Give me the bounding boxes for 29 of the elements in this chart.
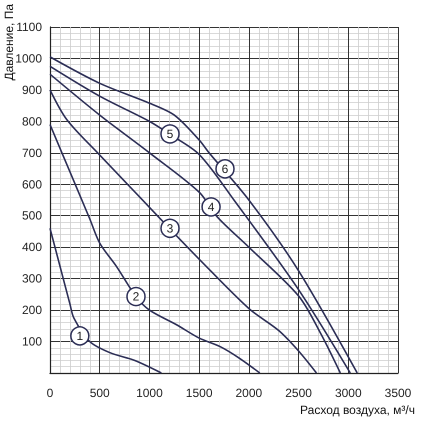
x-tick-label: 0 (46, 386, 54, 400)
y-tick-label: 300 (22, 272, 42, 286)
y-tick-label: 500 (22, 208, 42, 223)
x-tick-label: 1500 (186, 386, 213, 400)
x-tick-label: 2500 (285, 386, 312, 400)
annotation: 6 (222, 162, 229, 176)
x-tick-label: 3000 (334, 386, 362, 400)
annotation: 5 (166, 126, 174, 141)
x-tick-label: 2000 (236, 386, 263, 400)
y-tick-label: 200 (22, 303, 42, 318)
y-tick-label: 700 (22, 146, 42, 160)
x-axis-title: Расход воздуха, м³/ч (300, 403, 415, 417)
line-series (49, 124, 261, 374)
annotation: 3 (166, 221, 174, 236)
x-tick-label: 1000 (136, 386, 164, 400)
y-tick-label: 1000 (15, 51, 42, 66)
y-axis-title: Давление, Па (2, 4, 16, 81)
y-tick-label: 400 (22, 240, 42, 254)
y-tick-label: 900 (22, 82, 42, 97)
x-tick-label: 3500 (384, 386, 412, 400)
annotation: 1 (76, 328, 84, 343)
y-tick-label: 600 (22, 177, 42, 192)
annotation: 4 (208, 200, 215, 214)
y-tick-label: 800 (22, 114, 42, 128)
y-tick-label: 1100 (16, 20, 42, 34)
annotation: 2 (132, 290, 140, 304)
line-series (49, 228, 162, 374)
x-tick-label: 500 (90, 386, 110, 400)
y-tick-label: 100 (22, 334, 42, 349)
